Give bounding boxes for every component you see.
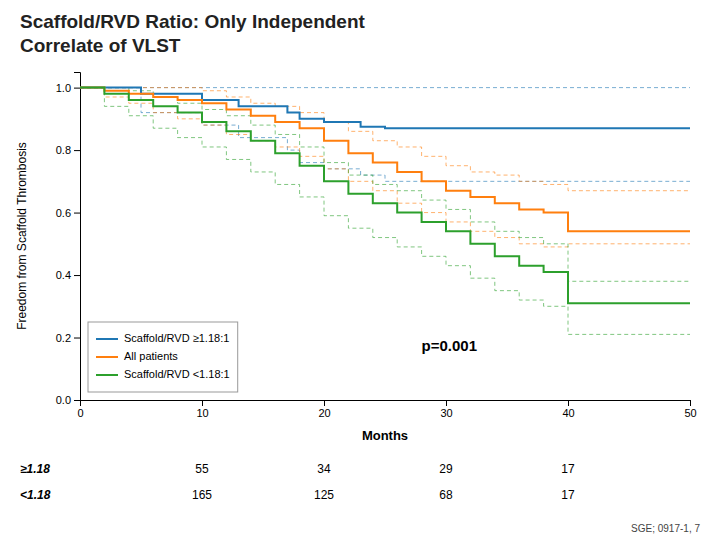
y-tick-label: 0.2	[56, 332, 71, 344]
title: Scaffold/RVD Ratio: Only Independent	[20, 11, 366, 32]
survival-line	[80, 88, 690, 232]
legend-item: Scaffold/RVD <1.18:1	[96, 368, 230, 380]
subtitle: Correlate of VLST	[20, 35, 181, 56]
x-tick: 30	[440, 400, 452, 419]
at-risk-value: 17	[561, 462, 575, 476]
at-risk-row-label: ≥1.18	[20, 462, 50, 476]
x-tick-label: 10	[196, 407, 208, 419]
x-tick-mark	[568, 400, 569, 406]
y-tick-mark	[74, 338, 80, 339]
at-risk-table: ≥1.18 55 34 29 17 <1.18 165 125 68 17	[20, 462, 575, 502]
x-tick: 10	[196, 400, 208, 419]
legend-swatch	[96, 356, 118, 358]
x-tick-label: 40	[562, 407, 574, 419]
y-axis: 0.0 0.2 0.4 0.6 0.8 1.0	[56, 73, 81, 407]
ci-upper-line	[80, 88, 690, 282]
y-tick: 0.4	[56, 269, 80, 281]
chart: Scaffold/RVD Ratio: Only Independent Corr…	[0, 0, 720, 540]
x-tick-label: 20	[318, 407, 330, 419]
x-tick: 40	[562, 400, 574, 419]
plot: 0 10 20 30 40 50 0.0 0.2 0.4 0.6 0.8 1.0 p=0.001 Scaf…	[56, 73, 697, 419]
survival-line	[80, 88, 690, 304]
x-tick-mark	[446, 400, 447, 406]
at-risk-value: 55	[195, 462, 209, 476]
survival-line	[80, 88, 690, 129]
legend-box	[88, 322, 238, 392]
x-tick-label: 0	[77, 407, 83, 419]
at-risk-value: 17	[561, 488, 575, 502]
legend-label: Scaffold/RVD ≥1.18:1	[124, 332, 229, 344]
x-tick-mark	[202, 400, 203, 406]
ci-lower-line	[80, 88, 690, 335]
y-tick-label: 0.4	[56, 269, 71, 281]
at-risk-value: 125	[314, 488, 334, 502]
y-axis-line	[74, 73, 81, 401]
ci-upper-line	[80, 88, 690, 191]
y-tick-label: 0.6	[56, 207, 71, 219]
x-axis: 0 10 20 30 40 50	[77, 400, 696, 419]
legend-swatch	[96, 338, 118, 340]
series-group	[80, 88, 690, 335]
legend-item: All patients	[96, 350, 178, 362]
y-tick-label: 0.0	[56, 394, 71, 406]
at-risk-value: 34	[317, 462, 331, 476]
ci-lower-line	[80, 88, 690, 182]
y-tick-label: 0.8	[56, 144, 71, 156]
x-axis-title: Months	[362, 428, 408, 443]
footnote: SGE; 0917-1, 7	[631, 523, 700, 534]
ci-lower-line	[80, 88, 690, 247]
x-tick: 0	[77, 400, 83, 419]
x-tick: 50	[684, 400, 696, 419]
y-tick: 0.0	[56, 394, 80, 406]
x-tick-label: 30	[440, 407, 452, 419]
x-tick-mark	[690, 400, 691, 406]
legend-label: All patients	[124, 350, 178, 362]
legend-label: Scaffold/RVD <1.18:1	[124, 368, 230, 380]
at-risk-value: 68	[439, 488, 453, 502]
x-tick: 20	[318, 400, 330, 419]
legend-item: Scaffold/RVD ≥1.18:1	[96, 332, 229, 344]
at-risk-value: 165	[192, 488, 212, 502]
y-tick-mark	[74, 213, 80, 214]
x-tick-label: 50	[684, 407, 696, 419]
annotation: p=0.001	[422, 337, 477, 354]
y-tick-mark	[74, 150, 80, 151]
at-risk-value: 29	[439, 462, 453, 476]
y-tick: 0.2	[56, 332, 80, 344]
y-axis-title: Freedom from Scaffold Thrombosis	[15, 142, 29, 330]
y-tick-mark	[74, 275, 80, 276]
x-tick-mark	[324, 400, 325, 406]
legend-swatch	[96, 374, 118, 376]
y-tick-mark	[74, 400, 80, 401]
legend: Scaffold/RVD ≥1.18:1 All patients Scaffold…	[88, 322, 238, 392]
y-tick: 0.8	[56, 144, 80, 156]
y-tick: 0.6	[56, 207, 80, 219]
y-tick: 1.0	[56, 82, 80, 94]
y-tick-mark	[74, 88, 80, 89]
at-risk-row-label: <1.18	[20, 488, 51, 502]
y-tick-label: 1.0	[56, 82, 71, 94]
x-axis-line	[81, 401, 691, 407]
